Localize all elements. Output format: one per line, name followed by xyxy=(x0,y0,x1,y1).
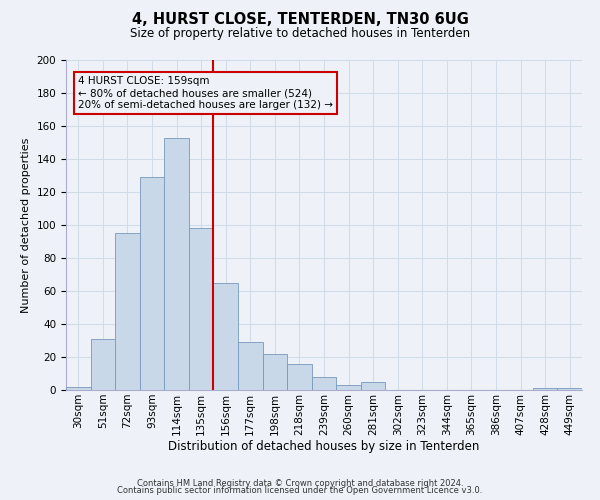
Bar xyxy=(164,138,189,390)
Text: Contains public sector information licensed under the Open Government Licence v3: Contains public sector information licen… xyxy=(118,486,482,495)
Bar xyxy=(189,228,214,390)
Bar xyxy=(66,386,91,390)
Bar xyxy=(115,233,140,390)
Bar xyxy=(336,385,361,390)
Bar xyxy=(361,382,385,390)
Bar xyxy=(533,388,557,390)
Bar xyxy=(312,377,336,390)
Text: Size of property relative to detached houses in Tenterden: Size of property relative to detached ho… xyxy=(130,28,470,40)
Bar xyxy=(91,339,115,390)
Text: 4 HURST CLOSE: 159sqm
← 80% of detached houses are smaller (524)
20% of semi-det: 4 HURST CLOSE: 159sqm ← 80% of detached … xyxy=(78,76,333,110)
Bar xyxy=(263,354,287,390)
X-axis label: Distribution of detached houses by size in Tenterden: Distribution of detached houses by size … xyxy=(169,440,479,454)
Text: 4, HURST CLOSE, TENTERDEN, TN30 6UG: 4, HURST CLOSE, TENTERDEN, TN30 6UG xyxy=(131,12,469,28)
Bar xyxy=(140,177,164,390)
Bar xyxy=(557,388,582,390)
Bar xyxy=(238,342,263,390)
Y-axis label: Number of detached properties: Number of detached properties xyxy=(21,138,31,312)
Text: Contains HM Land Registry data © Crown copyright and database right 2024.: Contains HM Land Registry data © Crown c… xyxy=(137,478,463,488)
Bar xyxy=(287,364,312,390)
Bar xyxy=(214,283,238,390)
